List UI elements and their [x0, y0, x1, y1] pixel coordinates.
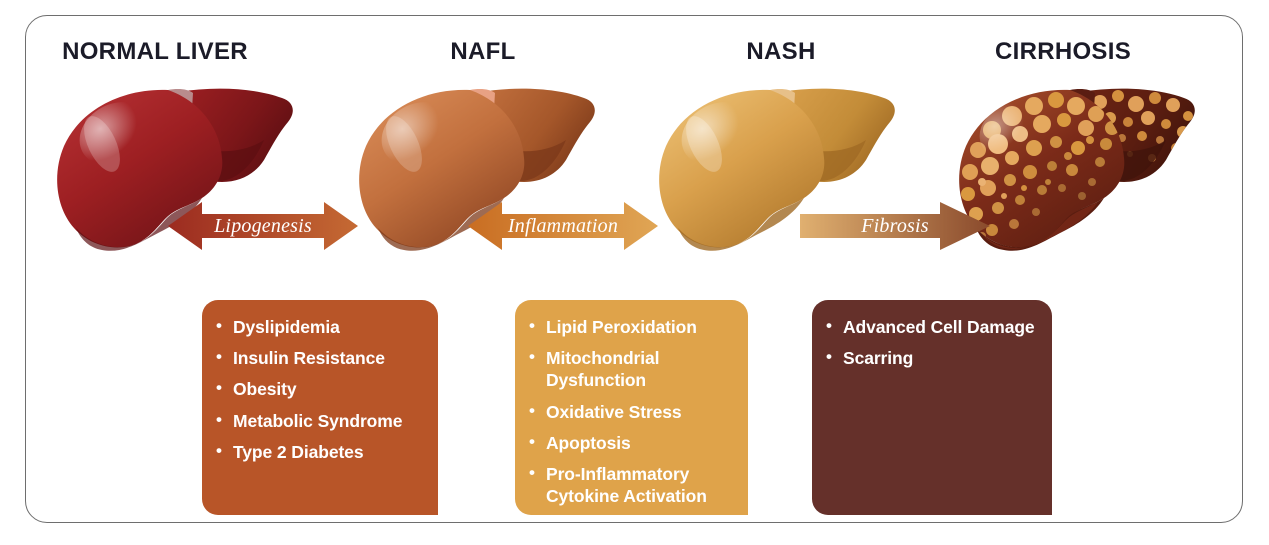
list-item: Scarring — [826, 346, 1038, 369]
list-item: Type 2 Diabetes — [216, 440, 424, 463]
arrow-inflammation: Inflammation — [468, 200, 658, 252]
liver-illustration-normal — [50, 78, 300, 263]
list-item: Oxidative Stress — [529, 400, 734, 423]
liver-illustration-nafl — [352, 78, 602, 263]
info-box-cirrhosis-features: Advanced Cell Damage Scarring — [812, 300, 1052, 515]
diagram-frame — [25, 15, 1243, 523]
liver-illustration-cirrhosis — [952, 78, 1202, 263]
list-item: Mitochondrial Dysfunction — [529, 346, 734, 391]
liver-illustration-nash — [652, 78, 902, 263]
list-item: Metabolic Syndrome — [216, 409, 424, 432]
arrow-lipogenesis: Lipogenesis — [168, 200, 358, 252]
info-list-2: Advanced Cell Damage Scarring — [826, 315, 1038, 369]
stage-title-normal-liver: NORMAL LIVER — [62, 38, 248, 65]
stage-title-nash: NASH — [746, 38, 816, 65]
info-list-0: Dyslipidemia Insulin Resistance Obesity … — [216, 315, 424, 463]
info-box-nash-mechanisms: Lipid Peroxidation Mitochondrial Dysfunc… — [515, 300, 748, 515]
stage-title-nafl: NAFL — [450, 38, 516, 65]
list-item: Advanced Cell Damage — [826, 315, 1038, 338]
list-item: Dyslipidemia — [216, 315, 424, 338]
list-item: Insulin Resistance — [216, 346, 424, 369]
stage-title-cirrhosis: CIRRHOSIS — [994, 38, 1132, 65]
arrow-fibrosis: Fibrosis — [800, 200, 990, 252]
info-box-nafl-risk-factors: Dyslipidemia Insulin Resistance Obesity … — [202, 300, 438, 515]
list-item: Lipid Peroxidation — [529, 315, 734, 338]
list-item: Obesity — [216, 377, 424, 400]
info-list-1: Lipid Peroxidation Mitochondrial Dysfunc… — [529, 315, 734, 508]
list-item: Pro-Inflammatory Cytokine Activation — [529, 462, 734, 507]
list-item: Apoptosis — [529, 431, 734, 454]
